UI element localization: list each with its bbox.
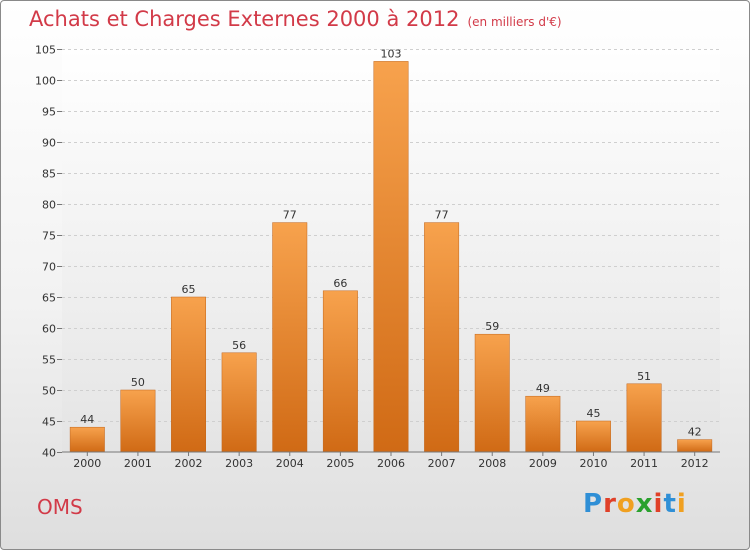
bar (576, 420, 611, 453)
bar-value-label: 103 (381, 47, 402, 60)
y-tick-label: 70 (42, 261, 56, 274)
x-tick-label: 2004 (276, 457, 304, 470)
bar (626, 383, 662, 453)
chart-title: Achats et Charges Externes 2000 à 2012 (e… (29, 7, 562, 31)
bar (221, 352, 257, 453)
x-tick-label: 2010 (579, 457, 607, 470)
chart-subtitle: (en milliers d'€) (467, 15, 562, 29)
bar-value-label: 49 (536, 382, 550, 395)
y-tick-label: 40 (42, 447, 56, 460)
bar-value-label: 51 (637, 370, 651, 383)
bar-value-label: 44 (80, 413, 94, 426)
y-tick-label: 85 (42, 168, 56, 181)
bar-value-label: 56 (232, 339, 246, 352)
logo-letter: t (663, 489, 677, 519)
x-tick-label: 2007 (428, 457, 456, 470)
logo-letter: P (583, 489, 604, 519)
logo-letter: o (616, 489, 636, 519)
y-tick-label: 75 (42, 230, 56, 243)
x-tick-label: 2011 (630, 457, 658, 470)
x-tick-label: 2005 (326, 457, 354, 470)
x-tick-label: 2012 (681, 457, 709, 470)
bar (120, 389, 156, 453)
bar-value-label: 77 (283, 209, 297, 222)
y-tick-label: 45 (42, 416, 56, 429)
bar-value-label: 77 (435, 209, 449, 222)
x-tick-label: 2003 (225, 457, 253, 470)
data-labels: 44 50 65 56 77 66 103 77 59 49 45 51 42 (80, 47, 701, 438)
y-tick-label: 90 (42, 137, 56, 150)
bar (677, 439, 713, 453)
bar (373, 61, 409, 453)
logo-letter: i (653, 489, 664, 519)
y-tick-label: 80 (42, 199, 56, 212)
chart-title-main: Achats et Charges Externes 2000 à 2012 (29, 7, 460, 31)
bar (171, 296, 206, 453)
bar (474, 333, 510, 453)
y-tick-label: 95 (42, 106, 56, 119)
x-tick-label: 2002 (175, 457, 203, 470)
bar (69, 426, 105, 453)
y-tick-label: 50 (42, 385, 56, 398)
x-tick-label: 2009 (529, 457, 557, 470)
y-tick-label: 65 (42, 292, 56, 305)
x-tick-label: 2008 (478, 457, 506, 470)
bar-value-label: 59 (485, 320, 499, 333)
logo-letter: r (603, 489, 617, 519)
bar (424, 222, 460, 453)
y-axis-ticks: 40 45 50 55 60 65 70 75 80 85 90 95 100 105 (35, 44, 62, 460)
bar-value-label: 45 (586, 407, 600, 420)
bar-value-label: 50 (131, 376, 145, 389)
bar (322, 290, 358, 453)
x-tick-label: 2001 (124, 457, 152, 470)
y-tick-label: 60 (42, 323, 56, 336)
proxiti-logo: Proxiti (583, 489, 687, 519)
x-axis-ticks: 2000 2001 2002 2003 2004 2005 2006 2007 2008 2009… (73, 452, 709, 470)
bar (525, 395, 561, 453)
bars (69, 61, 713, 453)
bar-value-label: 65 (182, 283, 196, 296)
x-tick-label: 2000 (73, 457, 101, 470)
bar-value-label: 42 (688, 426, 702, 439)
y-tick-label: 100 (35, 75, 56, 88)
logo-letter: i (676, 489, 687, 519)
y-tick-label: 105 (35, 44, 56, 57)
bar (272, 222, 308, 453)
y-tick-label: 55 (42, 354, 56, 367)
x-tick-label: 2006 (377, 457, 405, 470)
logo-letter: x (635, 489, 654, 519)
bar-value-label: 66 (333, 277, 347, 290)
commune-name: OMS (37, 495, 83, 519)
